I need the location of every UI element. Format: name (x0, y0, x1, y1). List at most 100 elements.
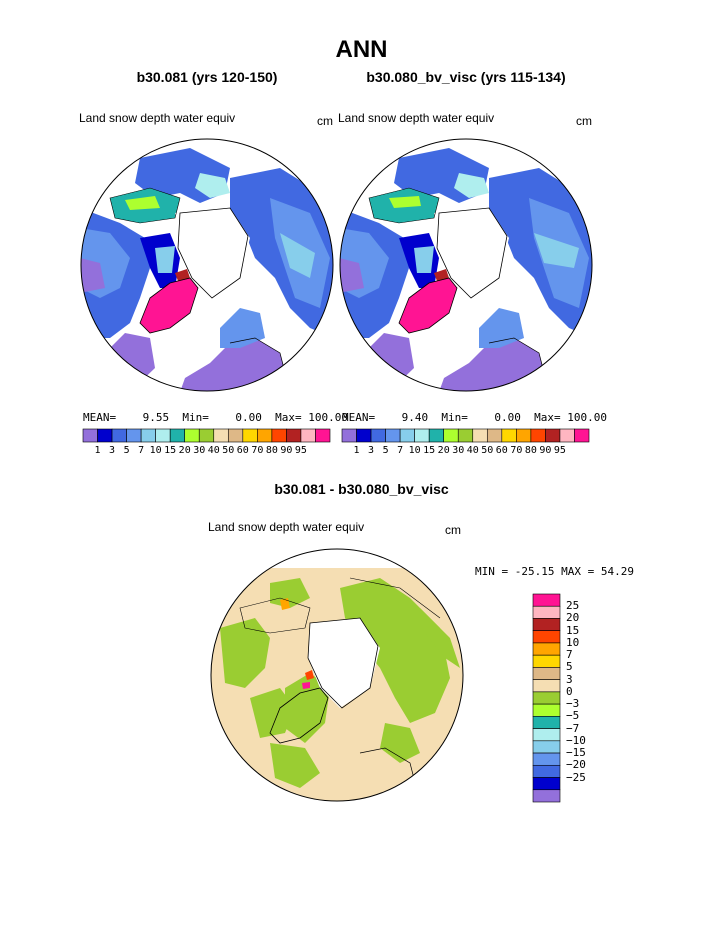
colorbar-swatch (443, 428, 459, 443)
colorbar-swatch (341, 428, 357, 443)
difference-colorbar-tick-label: 5 (566, 660, 573, 674)
colorbar-tick-label: 40 (466, 445, 479, 456)
colorbar-tick-label: 80 (524, 445, 537, 456)
colorbar-tick-label: 5 (382, 445, 389, 456)
difference-colorbar-tick-label: −3 (566, 697, 580, 711)
colorbar-swatch (300, 428, 316, 443)
difference-colorbar-tick-label: −20 (566, 758, 586, 772)
difference-colorbar-swatch (532, 728, 561, 742)
colorbar-1 (82, 428, 331, 443)
colorbar-swatch (428, 428, 445, 443)
colorbar-swatch (184, 428, 200, 443)
difference-colorbar-swatch (532, 740, 561, 754)
colorbar-swatch (97, 428, 113, 443)
difference-colorbar-tick-label: 20 (566, 611, 580, 625)
difference-colorbar-swatch (532, 764, 561, 778)
colorbar-swatch (399, 428, 415, 443)
difference-title: b30.081 - b30.080_bv_visc (274, 481, 449, 497)
panel-1-title: b30.081 (yrs 120-150) (136, 69, 278, 85)
difference-colorbar-tick-label: 7 (566, 648, 573, 662)
colorbar-tick-label: 70 (510, 445, 523, 456)
colorbar-swatch (356, 428, 372, 443)
difference-colorbar-tick-label: 0 (566, 684, 573, 698)
colorbar-tick-label: 3 (368, 445, 375, 456)
colorbar-tick-label: 20 (437, 445, 450, 456)
panel-1-units-label: cm (317, 114, 333, 128)
difference-colorbar-swatch (532, 789, 561, 803)
colorbar-swatch (315, 428, 331, 443)
colorbar-swatch (213, 428, 229, 443)
colorbar-swatch (82, 428, 98, 443)
colorbar-swatch (271, 428, 287, 443)
panel-2-variable-label: Land snow depth water equiv (338, 111, 495, 125)
difference-colorbar-tick-label: 10 (566, 635, 580, 649)
difference-colorbar-swatch (532, 716, 561, 729)
colorbar-tick-label: 80 (265, 445, 278, 456)
colorbar-tick-label: 1 (94, 445, 101, 456)
colorbar-swatch (227, 428, 244, 443)
colorbar-swatch (242, 428, 258, 443)
colorbar-swatch (457, 428, 474, 443)
colorbar-2 (341, 428, 590, 443)
colorbar-tick-label: 30 (193, 445, 206, 456)
colorbar-tick-label: 50 (481, 445, 494, 456)
colorbar-swatch (516, 428, 532, 443)
colorbar-swatch (155, 428, 171, 443)
difference-colorbar-swatch (532, 679, 561, 693)
colorbar-tick-label: 95 (294, 445, 307, 456)
polar-map-1 (80, 138, 334, 392)
difference-colorbar-swatch (532, 642, 561, 656)
difference-minmax: MIN = -25.15 MAX = 54.29 (475, 565, 634, 578)
difference-colorbar-swatch (532, 667, 561, 680)
colorbar-tick-label: 30 (452, 445, 465, 456)
colorbar-swatch (126, 428, 142, 443)
colorbar-swatch (257, 428, 273, 443)
difference-colorbar-tick-label: −15 (566, 746, 586, 760)
colorbar-swatch (198, 428, 215, 443)
colorbar-tick-label: 90 (280, 445, 293, 456)
polar-map-2 (339, 138, 593, 392)
colorbar-swatch (111, 428, 127, 443)
colorbar-tick-label: 1 (353, 445, 360, 456)
difference-colorbar-swatch (532, 777, 561, 791)
colorbar-tick-label: 50 (222, 445, 235, 456)
colorbar-tick-label: 10 (149, 445, 162, 456)
colorbar-swatch (414, 428, 430, 443)
panel-2-title: b30.080_bv_visc (yrs 115-134) (366, 69, 566, 85)
colorbar-tick-label: 95 (553, 445, 566, 456)
colorbar-swatch (530, 428, 546, 443)
difference-colorbar-tick-label: 3 (566, 672, 573, 686)
panel-1-variable-label: Land snow depth water equiv (79, 111, 236, 125)
colorbar-swatch (286, 428, 302, 443)
colorbar-swatch (385, 428, 401, 443)
difference-units-label: cm (445, 523, 461, 537)
colorbar-swatch (370, 428, 386, 443)
difference-colorbar-tick-label: −10 (566, 733, 586, 747)
colorbar-tick-label: 5 (123, 445, 130, 456)
difference-colorbar (532, 593, 561, 803)
colorbar-tick-label: 7 (397, 445, 404, 456)
difference-colorbar-swatch (532, 618, 561, 632)
difference-colorbar-tick-label: −25 (566, 770, 586, 784)
difference-polar-map (210, 548, 464, 802)
difference-colorbar-swatch (532, 630, 561, 644)
colorbar-tick-label: 90 (539, 445, 552, 456)
page-title: ANN (335, 36, 388, 63)
colorbar-tick-label: 20 (178, 445, 191, 456)
panel-2-units-label: cm (576, 114, 592, 128)
panel-2-stats: MEAN= 9.40 Min= 0.00 Max= 100.00 (342, 411, 607, 424)
difference-colorbar-tick-label: 15 (566, 623, 580, 637)
colorbar-tick-label: 60 (495, 445, 508, 456)
panel-1-stats: MEAN= 9.55 Min= 0.00 Max= 100.00 (83, 411, 348, 424)
difference-variable-label: Land snow depth water equiv (208, 520, 365, 534)
colorbar-swatch (486, 428, 503, 443)
colorbar-tick-label: 15 (164, 445, 177, 456)
colorbar-tick-label: 3 (109, 445, 116, 456)
difference-colorbar-tick-label: −5 (566, 709, 580, 723)
difference-colorbar-swatch (532, 654, 561, 668)
colorbar-swatch (169, 428, 186, 443)
colorbar-tick-label: 70 (251, 445, 264, 456)
difference-colorbar-swatch (532, 691, 561, 705)
difference-colorbar-swatch (532, 703, 561, 717)
colorbar-tick-label: 40 (207, 445, 220, 456)
